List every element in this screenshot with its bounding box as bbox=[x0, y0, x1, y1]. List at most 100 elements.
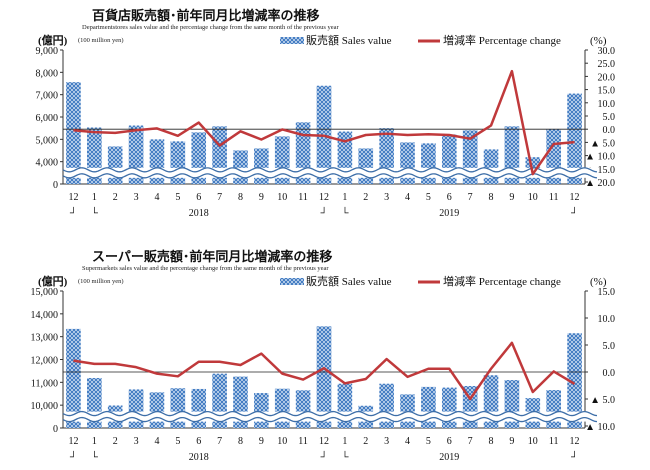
x-tick-label: 6 bbox=[196, 436, 201, 447]
x-tick-label: 1 bbox=[92, 192, 97, 203]
x-tick-label: 3 bbox=[134, 192, 139, 203]
x-tick-label: 10 bbox=[528, 192, 538, 203]
x-tick-label: 10 bbox=[277, 436, 287, 447]
y2-tick-label: ▲ 15.0 bbox=[585, 165, 615, 176]
y2-tick-label: ▲ 10.0 bbox=[585, 422, 615, 433]
x-tick-label: 1 bbox=[92, 436, 97, 447]
y2-tick-label: 10.0 bbox=[598, 99, 616, 110]
x-tick-label: 6 bbox=[447, 436, 452, 447]
sales-bar bbox=[149, 392, 165, 428]
axis-break-wave bbox=[62, 410, 598, 417]
legend-line-label: 増減率 Percentage change bbox=[443, 33, 561, 47]
sales-bar bbox=[66, 328, 81, 428]
x-tick-label: 5 bbox=[175, 436, 180, 447]
legend-bar-label: 販売額 Sales value bbox=[306, 34, 392, 47]
x-tick-label: 9 bbox=[509, 436, 514, 447]
axis-break-wave bbox=[62, 173, 598, 179]
year-bracket: └ bbox=[341, 206, 349, 219]
year-label: 2019 bbox=[439, 452, 459, 463]
y-tick-label: 7,000 bbox=[36, 91, 59, 102]
y2-tick-label: 10.0 bbox=[598, 314, 616, 325]
x-tick-label: 8 bbox=[489, 436, 494, 447]
y-tick-label: 0 bbox=[53, 180, 58, 191]
y-axis-unit: (100 million yen) bbox=[78, 37, 124, 44]
sales-bar bbox=[66, 82, 81, 184]
y-axis-label: (億円) bbox=[38, 33, 68, 47]
year-bracket: └ bbox=[91, 450, 99, 463]
year-bracket: ┘ bbox=[319, 206, 327, 219]
x-tick-label: 2 bbox=[113, 436, 118, 447]
sales-bar bbox=[170, 388, 186, 428]
x-tick-label: 3 bbox=[384, 436, 389, 447]
x-tick-label: 11 bbox=[549, 436, 559, 447]
y2-tick-label: ▲ 10.0 bbox=[585, 152, 615, 163]
y2-tick-label: 15.0 bbox=[598, 287, 616, 298]
y2-tick-label: 5.0 bbox=[603, 112, 616, 123]
x-tick-label: 5 bbox=[426, 192, 431, 203]
x-tick-label: 3 bbox=[384, 192, 389, 203]
sales-bar bbox=[567, 93, 582, 184]
axis-break-gap bbox=[64, 411, 598, 422]
legend-bar-swatch bbox=[280, 278, 304, 285]
x-tick-label: 12 bbox=[68, 436, 78, 447]
x-tick-label: 10 bbox=[528, 436, 538, 447]
y-axis-unit: (100 million yen) bbox=[78, 278, 124, 285]
y-tick-label: 13,000 bbox=[31, 333, 59, 344]
x-tick-label: 8 bbox=[489, 192, 494, 203]
axis-break-wave bbox=[62, 167, 598, 173]
y-tick-label: 10,000 bbox=[31, 401, 59, 412]
x-tick-label: 12 bbox=[570, 436, 580, 447]
y2-axis-label: (%) bbox=[590, 35, 607, 47]
x-tick-label: 12 bbox=[319, 436, 329, 447]
x-tick-label: 5 bbox=[426, 436, 431, 447]
year-bracket: ┘ bbox=[570, 450, 578, 463]
x-tick-label: 10 bbox=[277, 192, 287, 203]
y2-tick-label: 0.0 bbox=[603, 125, 616, 136]
sales-bar bbox=[128, 389, 144, 428]
year-bracket: ┘ bbox=[570, 206, 578, 219]
sales-bar bbox=[567, 333, 582, 428]
x-tick-label: 1 bbox=[342, 436, 347, 447]
y2-tick-label: ▲ 20.0 bbox=[585, 178, 615, 189]
x-tick-label: 6 bbox=[447, 192, 452, 203]
x-tick-label: 4 bbox=[154, 436, 159, 447]
y2-tick-label: 5.0 bbox=[603, 341, 616, 352]
y2-tick-label: ▲ 5.0 bbox=[590, 395, 615, 406]
sales-bar bbox=[274, 388, 290, 428]
x-tick-label: 8 bbox=[238, 192, 243, 203]
x-tick-label: 4 bbox=[405, 192, 410, 203]
y-tick-label: 8,000 bbox=[36, 68, 59, 79]
x-tick-label: 7 bbox=[217, 192, 222, 203]
x-tick-label: 3 bbox=[134, 436, 139, 447]
y-tick-label: 14,000 bbox=[31, 310, 59, 321]
sales-bar bbox=[546, 390, 561, 428]
sales-bar bbox=[254, 148, 269, 184]
y-tick-label: 5,000 bbox=[36, 135, 59, 146]
x-tick-label: 11 bbox=[298, 436, 308, 447]
sales-bar bbox=[358, 148, 374, 184]
year-bracket: ┘ bbox=[69, 450, 77, 463]
y2-tick-label: 20.0 bbox=[598, 72, 616, 83]
sales-bar bbox=[295, 390, 311, 428]
year-label: 2018 bbox=[189, 208, 209, 219]
x-tick-label: 2 bbox=[363, 192, 368, 203]
y-tick-label: 0 bbox=[53, 424, 58, 435]
y2-tick-label: 30.0 bbox=[598, 46, 616, 57]
y-tick-label: 15,000 bbox=[31, 287, 59, 298]
x-tick-label: 2 bbox=[113, 192, 118, 203]
y-tick-label: 9,000 bbox=[36, 46, 59, 57]
x-tick-label: 5 bbox=[175, 192, 180, 203]
chart-subtitle: Supermarkets sales value and the percent… bbox=[82, 265, 329, 272]
y2-tick-label: ▲ 5.0 bbox=[590, 138, 615, 149]
axis-break-gap bbox=[64, 167, 598, 178]
x-tick-label: 12 bbox=[319, 192, 329, 203]
x-tick-label: 8 bbox=[238, 436, 243, 447]
x-tick-label: 7 bbox=[217, 436, 222, 447]
x-tick-label: 4 bbox=[154, 192, 159, 203]
x-tick-label: 2 bbox=[363, 436, 368, 447]
y-tick-label: 6,000 bbox=[36, 113, 59, 124]
x-tick-label: 1 bbox=[342, 192, 347, 203]
